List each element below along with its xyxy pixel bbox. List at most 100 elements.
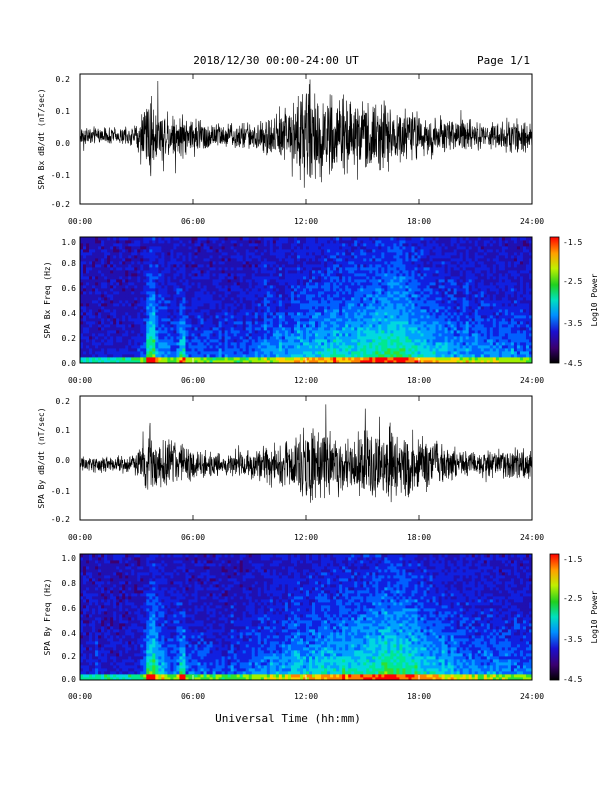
bx-spectrogram-cell	[179, 351, 183, 355]
bx-spectrogram-cell	[215, 240, 220, 244]
bx-spectrogram-cell	[236, 309, 241, 313]
bx-spectrogram-cell	[251, 294, 256, 298]
bx-spectrogram-cell	[128, 342, 132, 346]
bx-spectrogram-cell	[116, 261, 120, 265]
bx-spectrogram-cell	[417, 264, 421, 268]
bx-spectrogram-cell	[200, 294, 204, 298]
bx-spectrogram-cell	[293, 324, 298, 328]
bx-spectrogram-cell	[80, 342, 84, 346]
bx-spectrogram-cell	[390, 339, 394, 343]
bx-spectrogram-cell	[290, 348, 295, 352]
bx-spectrogram-cell	[408, 360, 412, 363]
bx-spectrogram-cell	[345, 252, 349, 256]
bx-spectrogram-cell	[83, 333, 87, 337]
bx-spectrogram-cell	[366, 288, 370, 292]
bx-spectrogram-cell	[176, 252, 180, 256]
bx-spectrogram-cell	[158, 342, 162, 346]
bx-spectrogram-cell	[230, 303, 235, 307]
bx-spectrogram-cell	[360, 339, 364, 343]
bx-spectrogram-cell	[113, 300, 117, 304]
bx-spectrogram-cell	[321, 360, 325, 363]
bx-spectrogram-cell	[402, 327, 406, 331]
bx-spectrogram-cell	[197, 279, 201, 283]
bx-spectrogram-cell	[131, 300, 135, 304]
bx-spectrogram-cell	[152, 273, 156, 277]
bx-spectrogram-cell	[366, 324, 370, 328]
bx-spectrogram-cell	[381, 267, 385, 271]
bx-spectrogram-cell	[152, 267, 156, 271]
bx-spectrogram-cell	[191, 315, 195, 319]
bx-spectrogram-cell	[215, 273, 220, 277]
bx-spectrogram-cell	[161, 342, 165, 346]
bx-spectrogram-cell	[173, 351, 177, 355]
bx-spectrogram-cell	[414, 318, 418, 322]
bx-spectrogram-cell	[375, 303, 379, 307]
bx-spectrogram-cell	[125, 324, 129, 328]
bx-spectrogram-cell	[164, 297, 168, 301]
bx-spectrogram-cell	[345, 303, 349, 307]
bx-spectrogram-cell	[110, 315, 114, 319]
bx-spectrogram-cell	[173, 273, 177, 277]
bx-spectrogram-cell	[369, 360, 373, 363]
bx-spectrogram-cell	[152, 345, 156, 349]
bx-spectrogram-cell	[140, 336, 144, 340]
bx-spectrogram-cell	[98, 285, 102, 289]
bx-spectrogram-cell	[414, 246, 418, 250]
bx-spectrogram-cell	[134, 306, 138, 310]
bx-spectrogram-cell	[417, 333, 421, 337]
bx-spectrogram-cell	[318, 336, 322, 340]
bx-spectrogram-cell	[432, 354, 436, 358]
bx-spectrogram-cell	[348, 255, 352, 259]
bx-spectrogram-cell	[257, 267, 262, 271]
bx-spectrogram-cell	[224, 300, 229, 304]
bx-spectrogram-cell	[351, 339, 355, 343]
bx-spectrogram-cell	[89, 327, 93, 331]
bx-spectrogram-cell	[176, 261, 180, 265]
bx-spectrogram-cell	[185, 327, 189, 331]
bx-spectrogram-cell	[119, 339, 123, 343]
bx-spectrogram-cell	[92, 330, 96, 334]
bx-spectrogram-cell	[260, 249, 265, 253]
bx-spectrogram-cell	[203, 288, 207, 292]
bx-spectrogram-cell	[170, 252, 174, 256]
bx-spectrogram-cell	[128, 288, 132, 292]
bx-spectrogram-cell	[324, 333, 328, 337]
bx-spectrogram-cell	[182, 336, 186, 340]
bx-spectrogram-cell	[372, 249, 376, 253]
bx-spectrogram-cell	[158, 291, 162, 295]
bx-spectrogram-cell	[206, 324, 210, 328]
bx-spectrogram-cell	[209, 270, 213, 274]
bx-spectrogram-cell	[321, 348, 325, 352]
bx-spectrogram-cell	[221, 345, 226, 349]
bx-spectrogram-cell	[396, 249, 400, 253]
bx-spectrogram-cell	[302, 327, 307, 331]
bx-spectrogram-cell	[224, 330, 229, 334]
bx-spectrogram-cell	[194, 300, 198, 304]
bx-spectrogram-cell	[324, 342, 328, 346]
bx-spectrogram-cell	[420, 321, 424, 325]
bx-spectrogram-cell	[381, 240, 385, 244]
bx-spectrogram-cell	[302, 294, 307, 298]
bx-spectrogram-cell	[275, 318, 280, 322]
bx-spectrogram-cell	[345, 258, 349, 262]
bx-spectrogram-cell	[188, 249, 192, 253]
bx-spectrogram-cell	[167, 336, 171, 340]
bx-spectrogram-cell	[110, 291, 114, 295]
bx-spectrogram-cell	[321, 345, 325, 349]
bx-spectrogram-cell	[209, 327, 213, 331]
bx-spectrogram-cell	[128, 282, 132, 286]
bx-spectrogram-cell	[260, 279, 265, 283]
bx-spectrogram-cell	[221, 318, 226, 322]
bx-spectrogram-cell	[369, 237, 373, 241]
bx-spectrogram-cell	[348, 306, 352, 310]
bx-spectrogram-cell	[287, 264, 292, 268]
bx-spectrogram-cell	[236, 273, 241, 277]
bx-spectrogram-cell	[152, 255, 156, 259]
bx-spectrogram-cell	[170, 285, 174, 289]
bx-spectrogram-cell	[272, 291, 277, 295]
bx-spectrogram-cell	[80, 264, 84, 268]
bx-spectrogram-cell	[152, 309, 156, 313]
bx-spectrogram-cell	[230, 267, 235, 271]
bx-spectrogram-cell	[125, 276, 129, 280]
bx-spectrogram-cell	[137, 297, 141, 301]
